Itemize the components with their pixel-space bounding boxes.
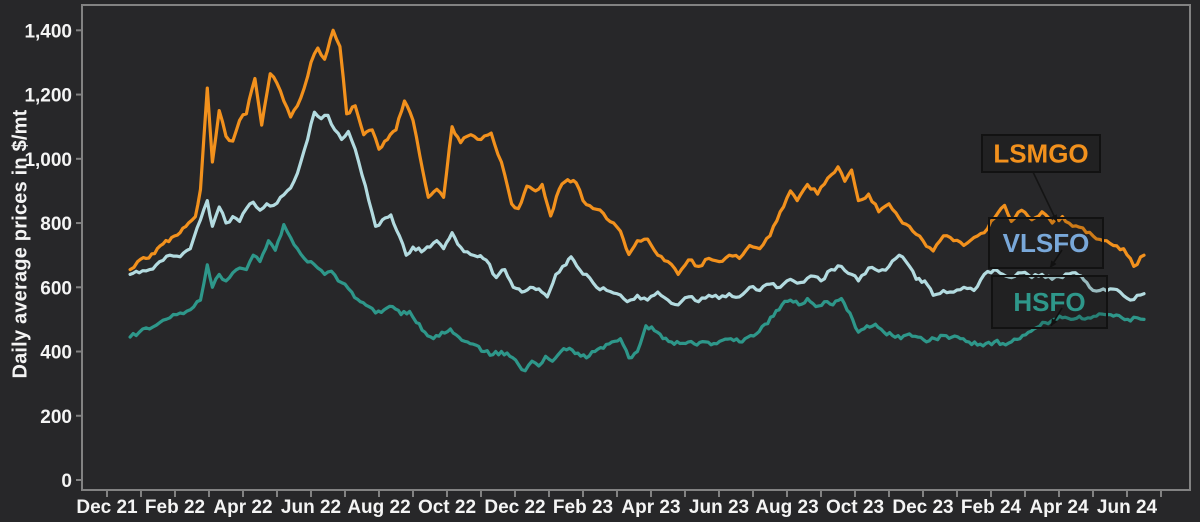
vlsfo-arrowhead [1050,260,1057,268]
vlsfo-line [128,110,1146,307]
x-tick-label: Apr 22 [213,497,272,518]
x-tick-label: Jun 22 [281,497,341,518]
y-tick-label: 200 [40,407,72,428]
plot-border [81,4,1191,491]
x-tick-label: Oct 23 [826,497,884,518]
y-tick-label: 1,400 [24,21,72,42]
x-tick-label: Dec 23 [892,497,953,518]
y-tick-label: 1,000 [24,150,72,171]
x-tick-label: Apr 23 [621,497,680,518]
vlsfo-annotation-box [988,217,1104,269]
x-tick-label: Feb 24 [961,497,1022,518]
x-tick-label: Jun 23 [689,497,749,518]
x-tick-label: Dec 22 [484,497,545,518]
x-tick-label: Oct 22 [418,497,476,518]
y-tick-label: 800 [40,214,72,235]
hsfo-annotation-box [991,275,1108,329]
lsmgo-annotation-arrow [1032,171,1058,223]
x-tick-label: Dec 21 [76,497,138,518]
y-tick-label: 1,200 [24,86,72,107]
x-tick-label: Feb 22 [145,497,205,518]
y-tick-label: 600 [40,278,72,299]
y-tick-label: 0 [61,471,72,492]
lsmgo-annotation-label: LSMGO [993,139,1088,169]
x-tick-label: Aug 22 [347,497,410,518]
hsfo-line [128,223,1146,373]
lsmgo-annotation-box [981,134,1101,173]
x-tick-label: Jun 24 [1097,497,1158,518]
x-tick-label: Feb 23 [553,497,613,518]
x-tick-label: Apr 24 [1029,497,1089,518]
vlsfo-annotation-label: VLSFO [1003,228,1090,258]
hsfo-arrowhead [1051,318,1058,326]
hsfo-annotation-label: HSFO [1013,287,1085,317]
x-tick-label: Aug 23 [755,497,818,518]
y-tick-label: 400 [40,343,72,364]
lsmgo-line [128,28,1146,276]
